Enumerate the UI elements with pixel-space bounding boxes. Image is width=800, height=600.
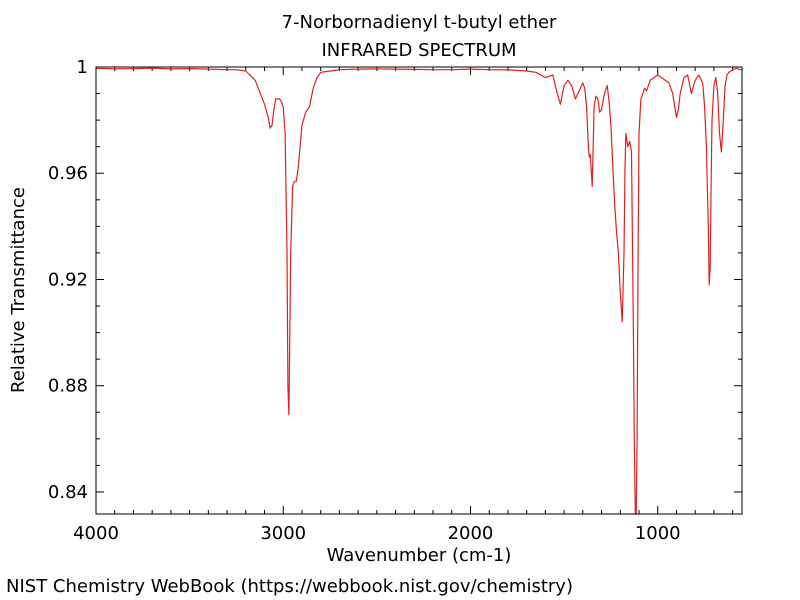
- x-axis-label: Wavenumber (cm-1): [327, 545, 512, 566]
- plot-frame: [95, 66, 743, 515]
- x-tick-label: 2000: [448, 523, 494, 544]
- y-tick-label: 1: [77, 57, 88, 78]
- x-tick-label: 4000: [73, 523, 119, 544]
- y-tick-label: 0.84: [48, 482, 88, 503]
- tick-labels: 4000 3000 2000 1000 0.84 0.88 0.92 0.96 1: [48, 57, 681, 544]
- axis-ticks: [95, 66, 742, 514]
- footer-credit: NIST Chemistry WebBook (https://webbook.…: [6, 576, 573, 597]
- x-tick-label: 1000: [635, 523, 681, 544]
- y-tick-label: 0.96: [48, 163, 88, 184]
- chart-title: 7-Norbornadienyl t-butyl ether: [282, 12, 558, 33]
- chart-subtitle: INFRARED SPECTRUM: [321, 40, 516, 61]
- spectrum-line: [95, 67, 742, 515]
- y-tick-label: 0.92: [48, 269, 88, 290]
- y-tick-label: 0.88: [48, 376, 88, 397]
- x-tick-label: 3000: [260, 523, 306, 544]
- y-axis-label: Relative Transmittance: [8, 187, 29, 393]
